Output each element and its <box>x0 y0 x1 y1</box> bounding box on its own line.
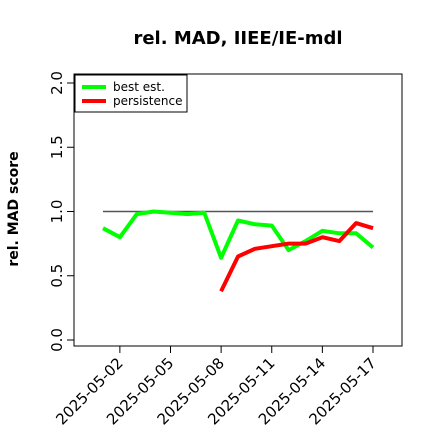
legend-box <box>74 74 188 113</box>
legend-label: best est. <box>113 80 165 94</box>
plot-frame <box>73 73 403 347</box>
series-layer <box>102 209 375 293</box>
y-tick-label: 1.0 <box>48 200 66 224</box>
legend: best est.persistence <box>74 74 188 113</box>
y-tick-label: 0.0 <box>48 328 66 352</box>
y-tick-label: 0.5 <box>48 264 66 288</box>
y-tick-label: 1.5 <box>48 135 66 159</box>
y-tick-label: 2.0 <box>48 71 66 95</box>
y-axis-label: rel. MAD score <box>6 151 22 266</box>
chart-title: rel. MAD, IIEE/IE-mdl <box>133 28 342 49</box>
series-line-persistence <box>219 221 374 293</box>
axes: 0.00.51.01.52.02025-05-022025-05-052025-… <box>48 71 380 428</box>
legend-label: persistence <box>113 94 182 108</box>
series-line-best-est <box>102 209 375 260</box>
